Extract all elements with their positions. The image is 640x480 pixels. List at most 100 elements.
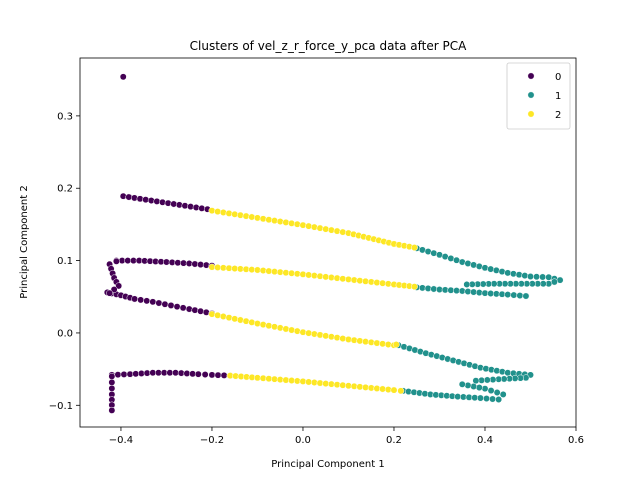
series-1-point <box>430 249 438 257</box>
series-1-point <box>481 289 489 297</box>
series-0-point <box>130 257 137 265</box>
series-2-point <box>231 210 239 218</box>
series-1-point <box>464 260 472 267</box>
series-2-point <box>271 268 278 276</box>
series-0-point <box>155 299 163 307</box>
series-2-point <box>265 375 273 383</box>
series-2-point <box>293 327 301 335</box>
series-2-point <box>214 311 222 319</box>
series-1-point <box>459 393 467 401</box>
series-1-point <box>475 289 483 297</box>
series-2-point <box>248 213 256 221</box>
series-2-point <box>259 321 267 329</box>
series-2-point <box>259 374 267 382</box>
y-tick-label: 0.0 <box>57 328 73 339</box>
series-2-point <box>231 265 239 272</box>
series-0-point <box>149 298 157 306</box>
series-0-point <box>147 197 155 204</box>
series-1-point <box>454 393 462 401</box>
series-2-point <box>362 277 369 285</box>
series-0-point <box>136 195 144 203</box>
series-0-point <box>143 369 151 377</box>
series-1-point <box>556 276 564 284</box>
series-1-point <box>441 253 449 261</box>
series-1-point <box>472 377 480 385</box>
series-2-point <box>379 279 387 287</box>
series-1-point <box>471 394 479 402</box>
series-0-point <box>201 371 209 378</box>
series-2-point <box>373 339 381 347</box>
series-2-point <box>367 278 375 286</box>
series-1-point <box>453 256 460 264</box>
series-2-point <box>339 228 347 236</box>
series-2-point <box>333 381 341 389</box>
series-2-point <box>362 338 369 346</box>
series-2-point <box>293 220 301 228</box>
y-tick-label: 0.1 <box>57 256 73 267</box>
series-1-point <box>465 393 473 401</box>
series-1-point <box>550 278 558 286</box>
series-2-point <box>208 310 216 318</box>
series-2-point <box>254 214 261 222</box>
series-1-point <box>489 376 497 384</box>
series-2-point <box>362 383 369 391</box>
series-1-point <box>476 394 484 402</box>
legend: 0 1 2 <box>506 62 571 130</box>
series-2-point <box>271 323 278 331</box>
series-0-point <box>197 261 205 269</box>
series-2-point <box>310 223 318 231</box>
series-2-point <box>293 377 301 385</box>
x-tick-label: 0.0 <box>295 435 311 446</box>
series-2-point <box>350 336 358 344</box>
series-2-point <box>305 222 313 230</box>
series-1-point <box>504 291 512 299</box>
series-2-point <box>214 208 222 216</box>
x-tick-label: 0.2 <box>386 435 402 446</box>
series-2-point <box>339 275 347 283</box>
x-tick-label: −0.2 <box>200 435 224 446</box>
series-0-point <box>167 302 175 309</box>
series-2-point <box>390 386 398 394</box>
series-2-point <box>316 224 324 232</box>
points-layer <box>103 73 564 414</box>
series-2-point <box>310 330 318 338</box>
series-1-point <box>545 273 553 281</box>
series-2-point <box>397 387 405 395</box>
series-0-point <box>119 192 127 200</box>
series-0-point <box>183 370 191 377</box>
series-0-point <box>197 307 205 315</box>
series-2-point <box>242 265 250 273</box>
legend-label-2: 2 <box>555 110 561 121</box>
series-2-point <box>276 218 284 225</box>
series-0-point <box>191 260 199 268</box>
legend-marker-1 <box>527 91 535 99</box>
y-axis: −0.1 0.0 0.1 0.2 0.3 <box>49 111 80 412</box>
series-2-point <box>225 314 233 322</box>
series-0-point <box>189 370 197 378</box>
series-2-point <box>259 215 267 223</box>
series-2-point <box>367 384 375 392</box>
series-2-point <box>339 381 347 389</box>
y-tick-label: −0.1 <box>49 401 73 412</box>
series-2-point <box>219 209 227 216</box>
series-0-point <box>168 258 176 266</box>
series-1-point <box>516 292 524 300</box>
legend-box <box>506 62 571 130</box>
series-0-point <box>202 308 210 316</box>
legend-marker-0 <box>527 72 535 80</box>
series-1-point <box>475 384 483 392</box>
series-0-point <box>132 370 140 378</box>
series-1-point <box>463 281 471 288</box>
series-0-point <box>191 306 199 314</box>
series-2-point <box>299 328 307 336</box>
series-1-point <box>487 387 495 395</box>
series-2-point <box>356 337 364 345</box>
series-1-point <box>470 288 478 296</box>
series-1-point <box>430 285 438 293</box>
series-1-point <box>464 381 472 389</box>
series-0-point <box>187 203 195 211</box>
x-tick-label: 0.4 <box>477 435 493 446</box>
series-1-point <box>493 389 501 396</box>
series-2-point <box>214 264 222 271</box>
series-2-point <box>242 212 250 220</box>
